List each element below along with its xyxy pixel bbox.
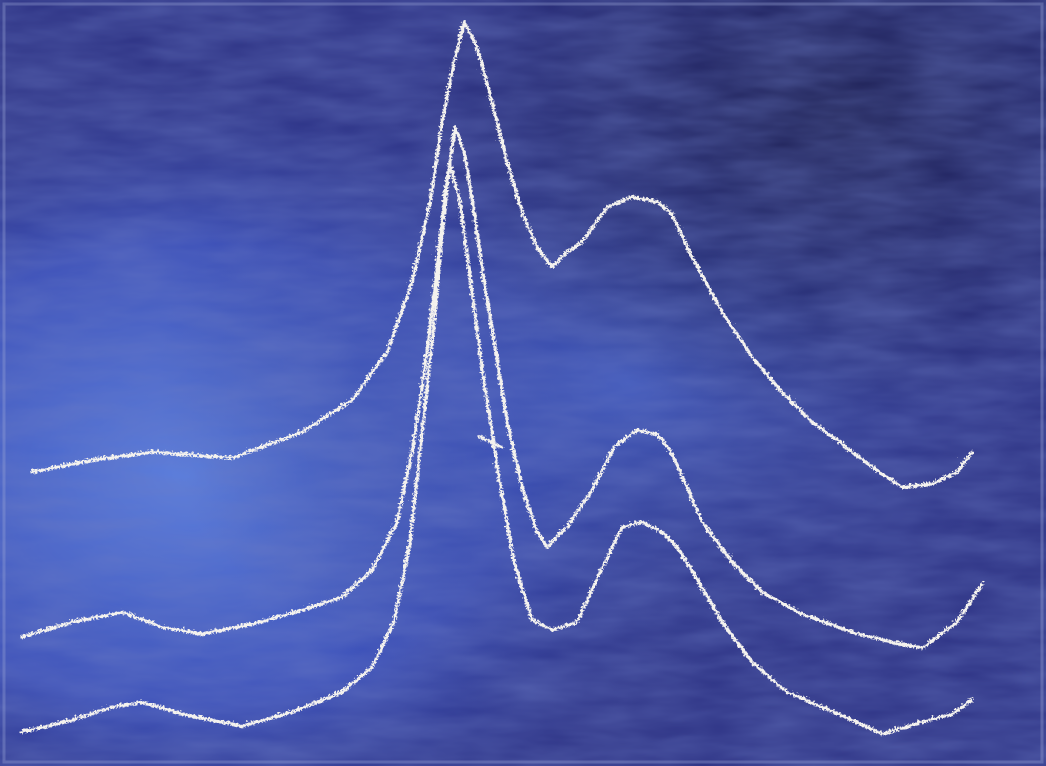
photo bbox=[0, 0, 1046, 766]
page bbox=[0, 0, 1046, 766]
texture bbox=[0, 0, 1046, 766]
